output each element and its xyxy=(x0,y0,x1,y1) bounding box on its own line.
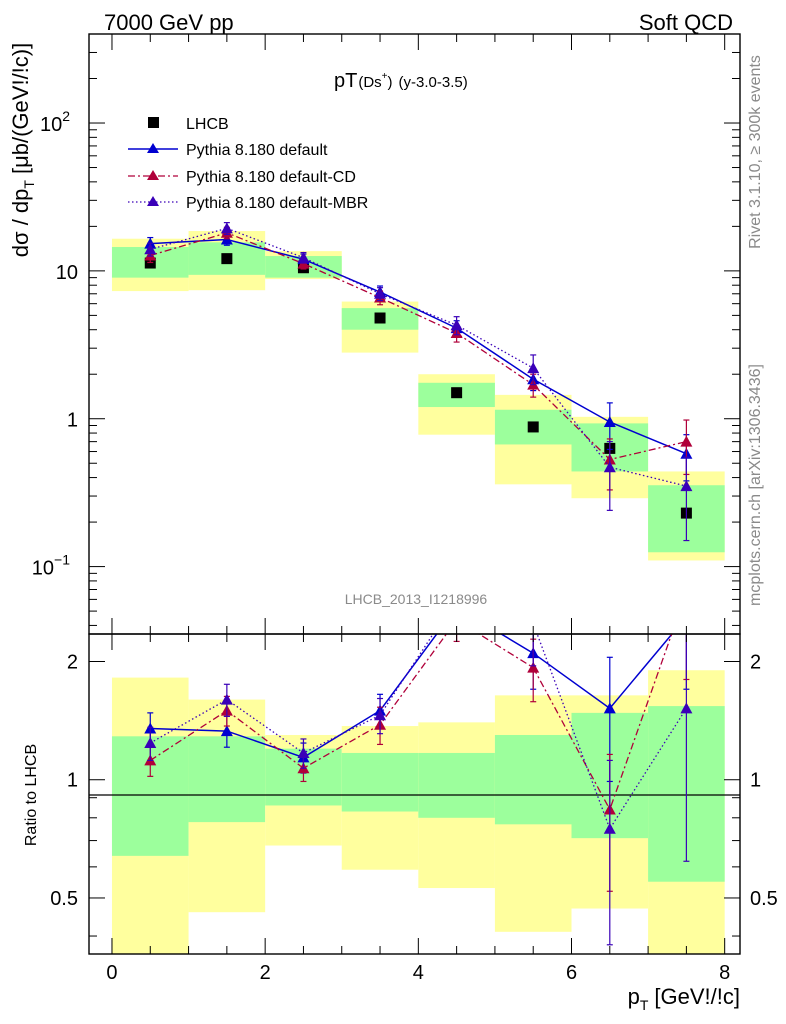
ratio-y-tick-label: 1 xyxy=(67,770,78,792)
x-tick-label: 6 xyxy=(566,962,577,984)
ratio-point-pythia-8-180-default-cd xyxy=(680,586,692,597)
ratio-y-axis-label: Ratio to LHCB xyxy=(23,744,40,846)
main-y-tick-label: 1 xyxy=(67,410,78,432)
ratio-point-pythia-8-180-default-mbr xyxy=(220,693,233,705)
main-line-pythia-8-180-default-mbr xyxy=(150,227,687,487)
ratio-point-pythia-8-180-default-mbr xyxy=(297,746,310,758)
main-point-lhcb xyxy=(527,421,539,433)
ratio-green-band-5 xyxy=(494,734,572,825)
x-axis-label: pT [GeV!/!c] xyxy=(628,984,740,1013)
ratio-point-pythia-8-180-default-mbr xyxy=(603,822,616,834)
legend-marker-default-cd xyxy=(147,170,159,180)
header-category-label: Soft QCD xyxy=(639,10,733,35)
ratio-point-pythia-8-180-default-mbr xyxy=(680,702,693,714)
ratio-y-tick-label: 2 xyxy=(67,652,78,674)
x-tick-label: 2 xyxy=(260,962,271,984)
main-point-pythia-8-180-default-mbr xyxy=(450,319,463,331)
main-y-axis-label-quantity: dσ / dp xyxy=(8,189,33,258)
legend-marker-default-mbr xyxy=(147,196,159,206)
ratio-y-tick-label-right: 2 xyxy=(750,652,761,674)
main-y-tick-label: 102 xyxy=(40,108,70,136)
ratio-point-pythia-8-180-default xyxy=(603,702,616,714)
main-point-pythia-8-180-default-mbr xyxy=(220,222,233,234)
main-point-pythia-8-180-default-cd xyxy=(680,435,693,447)
x-tick-label: 8 xyxy=(719,962,730,984)
legend-label-lhcb: LHCB xyxy=(186,116,229,133)
main-y-tick-label: 10−1 xyxy=(32,552,70,580)
ratio-point-pythia-8-180-default xyxy=(680,611,692,622)
ratio-line-pythia-8-180-default xyxy=(150,634,673,759)
legend-label-default-mbr: Pythia 8.180 default-MBR xyxy=(186,195,368,212)
main-title: pT(Ds+) (y-3.0-3.5) xyxy=(334,70,468,92)
main-line-pythia-8-180-default-cd xyxy=(150,232,687,461)
main-title-particle: (Ds xyxy=(358,74,381,91)
x-axis-label-units: [GeV!/!c] xyxy=(654,984,740,1009)
legend-label-default-cd: Pythia 8.180 default-CD xyxy=(186,169,356,186)
main-uncertainty-bands xyxy=(111,231,725,561)
ratio-panel: 0.5 0.5 1 1 2 2 0 2 4 6 8 Ratio to LHCB pT [GeV!/!c… xyxy=(23,586,778,1013)
ratio-axes: 0.5 0.5 1 1 2 2 0 2 4 6 8 xyxy=(50,634,778,984)
main-y-axis-label-units: [μb/(GeV!/!c)] xyxy=(8,43,33,174)
main-title-pt: pT xyxy=(334,70,357,92)
ratio-y-tick-label-right: 0.5 xyxy=(750,888,778,910)
x-axis-label-quantity: p xyxy=(628,984,640,1009)
ratio-point-pythia-8-180-default xyxy=(220,725,233,737)
header-energy-label: 7000 GeV pp xyxy=(104,10,234,35)
ratio-point-pythia-8-180-default-cd xyxy=(451,614,463,625)
main-title-rapidity: (y-3.0-3.5) xyxy=(399,74,468,91)
ratio-green-band-1 xyxy=(188,736,266,823)
ratio-line-pythia-8-180-default-cd xyxy=(149,634,673,812)
main-point-lhcb xyxy=(221,253,233,265)
x-tick-label: 0 xyxy=(106,962,117,984)
ratio-uncertainty-bands xyxy=(111,670,725,954)
ratio-y-tick-label-right: 1 xyxy=(750,770,761,792)
ratio-point-pythia-8-180-default-mbr xyxy=(144,737,157,749)
legend-marker-default xyxy=(147,143,159,153)
legend: LHCB Pythia 8.180 default Pythia 8.180 d… xyxy=(128,116,368,212)
analysis-label: LHCB_2013_I1218996 xyxy=(345,591,488,607)
x-axis-label-sub: T xyxy=(640,997,649,1013)
main-point-lhcb xyxy=(374,312,386,324)
legend-marker-lhcb xyxy=(148,117,159,128)
main-point-pythia-8-180-default-mbr xyxy=(297,251,310,263)
ratio-frame xyxy=(88,633,741,955)
ratio-line-pythia-8-180-default-mbr xyxy=(149,634,687,831)
main-y-axis-label-sub: T xyxy=(21,180,37,189)
main-point-pythia-8-180-default-mbr xyxy=(527,362,540,374)
main-point-pythia-8-180-default xyxy=(603,416,616,428)
main-point-pythia-8-180-default-mbr xyxy=(603,461,616,473)
main-point-lhcb xyxy=(451,387,463,399)
mcplots-reference-label: mcplots.cern.ch [arXiv:1306.3436] xyxy=(747,364,764,606)
main-panel: 10−1 1 10 102 pT(Ds+) (y-3.0-3.5) LHCB_2013_… xyxy=(8,33,741,635)
main-point-pythia-8-180-default-mbr xyxy=(680,480,693,492)
main-line-pythia-8-180-default xyxy=(150,238,687,455)
main-y-tick-label: 10 xyxy=(56,262,78,284)
ratio-series-pythia-8-180-default-mbr xyxy=(144,634,693,946)
ratio-point-pythia-8-180-default-mbr xyxy=(374,709,387,721)
ratio-green-band-3 xyxy=(341,752,419,812)
ratio-series-layer xyxy=(144,586,693,946)
x-tick-label: 4 xyxy=(413,962,424,984)
ratio-green-band-4 xyxy=(418,752,495,818)
ratio-y-tick-label: 0.5 xyxy=(50,888,78,910)
main-point-pythia-8-180-default-mbr xyxy=(374,287,387,299)
rivet-version-label: Rivet 3.1.10, ≥ 300k events xyxy=(747,55,764,249)
main-y-axis-label: dσ / dpT [μb/(GeV!/!c)] xyxy=(8,43,37,257)
main-title-paren: ) xyxy=(388,74,393,91)
main-series-pythia-8-180-default-mbr xyxy=(144,222,693,542)
main-series-layer xyxy=(144,222,693,542)
main-title-charge: + xyxy=(382,71,388,82)
ratio-point-pythia-8-180-default-cd xyxy=(527,661,540,673)
legend-label-default: Pythia 8.180 default xyxy=(186,142,328,159)
main-point-pythia-8-180-default-mbr xyxy=(144,243,157,255)
